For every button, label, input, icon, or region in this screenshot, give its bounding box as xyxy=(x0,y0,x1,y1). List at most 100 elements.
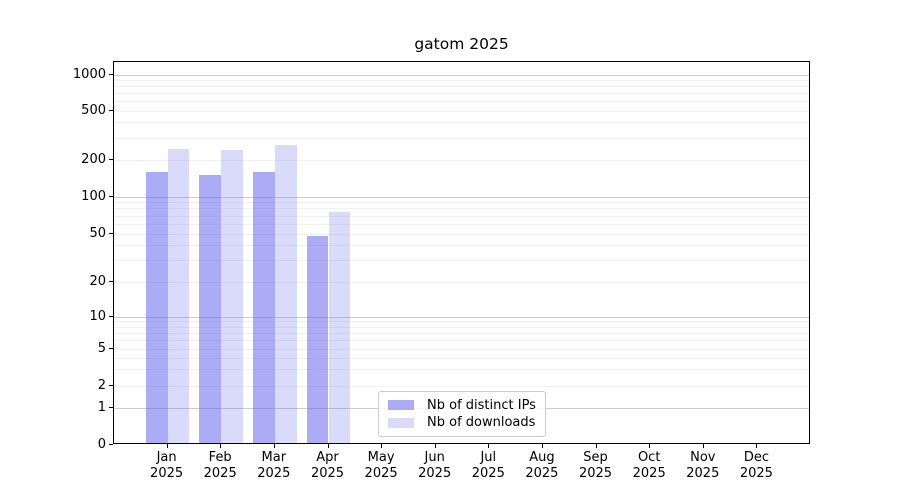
gridline-major xyxy=(114,196,809,198)
bar-downloads-feb xyxy=(221,150,243,443)
x-tick-year: 2025 xyxy=(150,465,184,481)
gridline-minor xyxy=(114,332,809,334)
x-tick-year: 2025 xyxy=(471,465,505,481)
x-tick-year: 2025 xyxy=(364,465,398,481)
bar-downloads-apr xyxy=(328,212,351,443)
x-tick-mark-sep xyxy=(595,444,597,448)
gridline-minor xyxy=(114,215,809,217)
x-tick-mark-may xyxy=(381,444,383,448)
x-tick-year: 2025 xyxy=(418,465,452,481)
x-tick-label-feb: Feb 2025 xyxy=(188,450,252,481)
y-tick-mark-50 xyxy=(109,233,113,234)
x-tick-mark-feb xyxy=(220,444,222,448)
y-tick-mark-20 xyxy=(109,281,113,282)
x-tick-month: Oct xyxy=(637,450,661,465)
bars-layer xyxy=(114,62,809,443)
y-tick-mark-10 xyxy=(109,316,113,317)
gridlines-layer xyxy=(114,62,809,443)
gridline-minor xyxy=(114,385,809,387)
x-tick-year: 2025 xyxy=(203,465,237,481)
gridline-minor xyxy=(114,340,809,342)
gridline-minor xyxy=(114,202,809,204)
x-tick-mark-mar xyxy=(273,444,275,448)
x-tick-month: Apr xyxy=(316,450,339,465)
x-tick-mark-aug xyxy=(541,444,543,448)
x-tick-month: Jul xyxy=(480,450,497,465)
gridline-minor xyxy=(114,86,809,88)
y-tick-mark-5 xyxy=(109,348,113,349)
x-tick-month: Nov xyxy=(690,450,716,465)
x-tick-year: 2025 xyxy=(525,465,559,481)
gridline-minor xyxy=(114,326,809,328)
y-tick-mark-500 xyxy=(109,110,113,111)
x-tick-month: May xyxy=(367,450,395,465)
y-tick-mark-2 xyxy=(109,385,113,386)
bar-downloads-mar xyxy=(274,145,297,443)
x-tick-mark-nov xyxy=(702,444,704,448)
y-tick-label-100: 100 xyxy=(81,188,106,204)
x-tick-label-may: May 2025 xyxy=(349,450,413,481)
x-tick-mark-jun xyxy=(434,444,436,448)
legend-row: Nb of downloads xyxy=(379,415,545,430)
gridline-minor xyxy=(114,245,809,247)
y-tick-label-50: 50 xyxy=(89,225,106,241)
x-tick-label-jun: Jun 2025 xyxy=(403,450,467,481)
x-tick-label-mar: Mar 2025 xyxy=(242,450,306,481)
legend-label: Nb of downloads xyxy=(427,415,536,431)
gridline-major xyxy=(114,74,809,76)
x-tick-label-nov: Nov 2025 xyxy=(671,450,735,481)
gridline-minor xyxy=(114,137,809,139)
x-tick-year: 2025 xyxy=(310,465,345,481)
y-tick-label-10: 10 xyxy=(89,308,106,324)
y-tick-mark-1 xyxy=(109,407,113,408)
bar-distinct-ips-mar xyxy=(253,171,275,443)
gridline-major xyxy=(114,316,809,318)
gridline-minor xyxy=(114,208,809,210)
bar-distinct-ips-jan xyxy=(145,171,168,443)
x-tick-mark-jan xyxy=(166,444,168,448)
gridline-minor xyxy=(114,357,809,359)
x-tick-year: 2025 xyxy=(739,465,773,481)
chart-title: gatom 2025 xyxy=(414,35,509,53)
x-tick-mark-jul xyxy=(488,444,490,448)
legend-label: Nb of distinct IPs xyxy=(427,397,536,413)
gridline-minor xyxy=(114,369,809,371)
gridline-minor xyxy=(114,281,809,283)
gridline-minor xyxy=(114,223,809,225)
x-tick-month: Dec xyxy=(743,450,769,465)
gridline-minor xyxy=(114,233,809,235)
gridline-minor xyxy=(114,101,809,103)
x-tick-month: Jan xyxy=(156,450,177,465)
legend-swatch-distinct-ips xyxy=(388,400,414,411)
x-tick-label-oct: Oct 2025 xyxy=(617,450,681,481)
x-tick-month: Jun xyxy=(424,450,445,465)
x-tick-year: 2025 xyxy=(686,465,720,481)
x-tick-year: 2025 xyxy=(632,465,666,481)
bar-downloads-jan xyxy=(167,149,190,443)
x-tick-label-dec: Dec 2025 xyxy=(724,450,788,481)
y-tick-label-200: 200 xyxy=(81,151,106,167)
gridline-minor xyxy=(114,93,809,95)
gridline-minor xyxy=(114,321,809,323)
x-tick-label-jul: Jul 2025 xyxy=(456,450,520,481)
gridline-minor xyxy=(114,110,809,112)
bar-distinct-ips-feb xyxy=(199,175,222,443)
y-tick-mark-200 xyxy=(109,159,113,160)
y-tick-label-5: 5 xyxy=(97,340,106,356)
gridline-minor xyxy=(114,122,809,124)
y-tick-label-0: 0 xyxy=(97,436,106,452)
y-tick-label-2: 2 xyxy=(97,377,106,393)
x-tick-label-apr: Apr 2025 xyxy=(296,450,360,481)
legend: Nb of distinct IPs Nb of downloads xyxy=(378,391,546,437)
y-tick-mark-1000 xyxy=(109,74,113,75)
x-tick-mark-apr xyxy=(327,444,329,448)
gridline-minor xyxy=(114,260,809,262)
legend-swatch-downloads xyxy=(388,417,414,428)
y-tick-label-500: 500 xyxy=(81,102,106,118)
x-tick-year: 2025 xyxy=(578,465,613,481)
y-tick-mark-0 xyxy=(109,444,113,445)
x-tick-label-jan: Jan 2025 xyxy=(135,450,199,481)
y-tick-label-20: 20 xyxy=(89,273,106,289)
x-tick-mark-dec xyxy=(756,444,758,448)
